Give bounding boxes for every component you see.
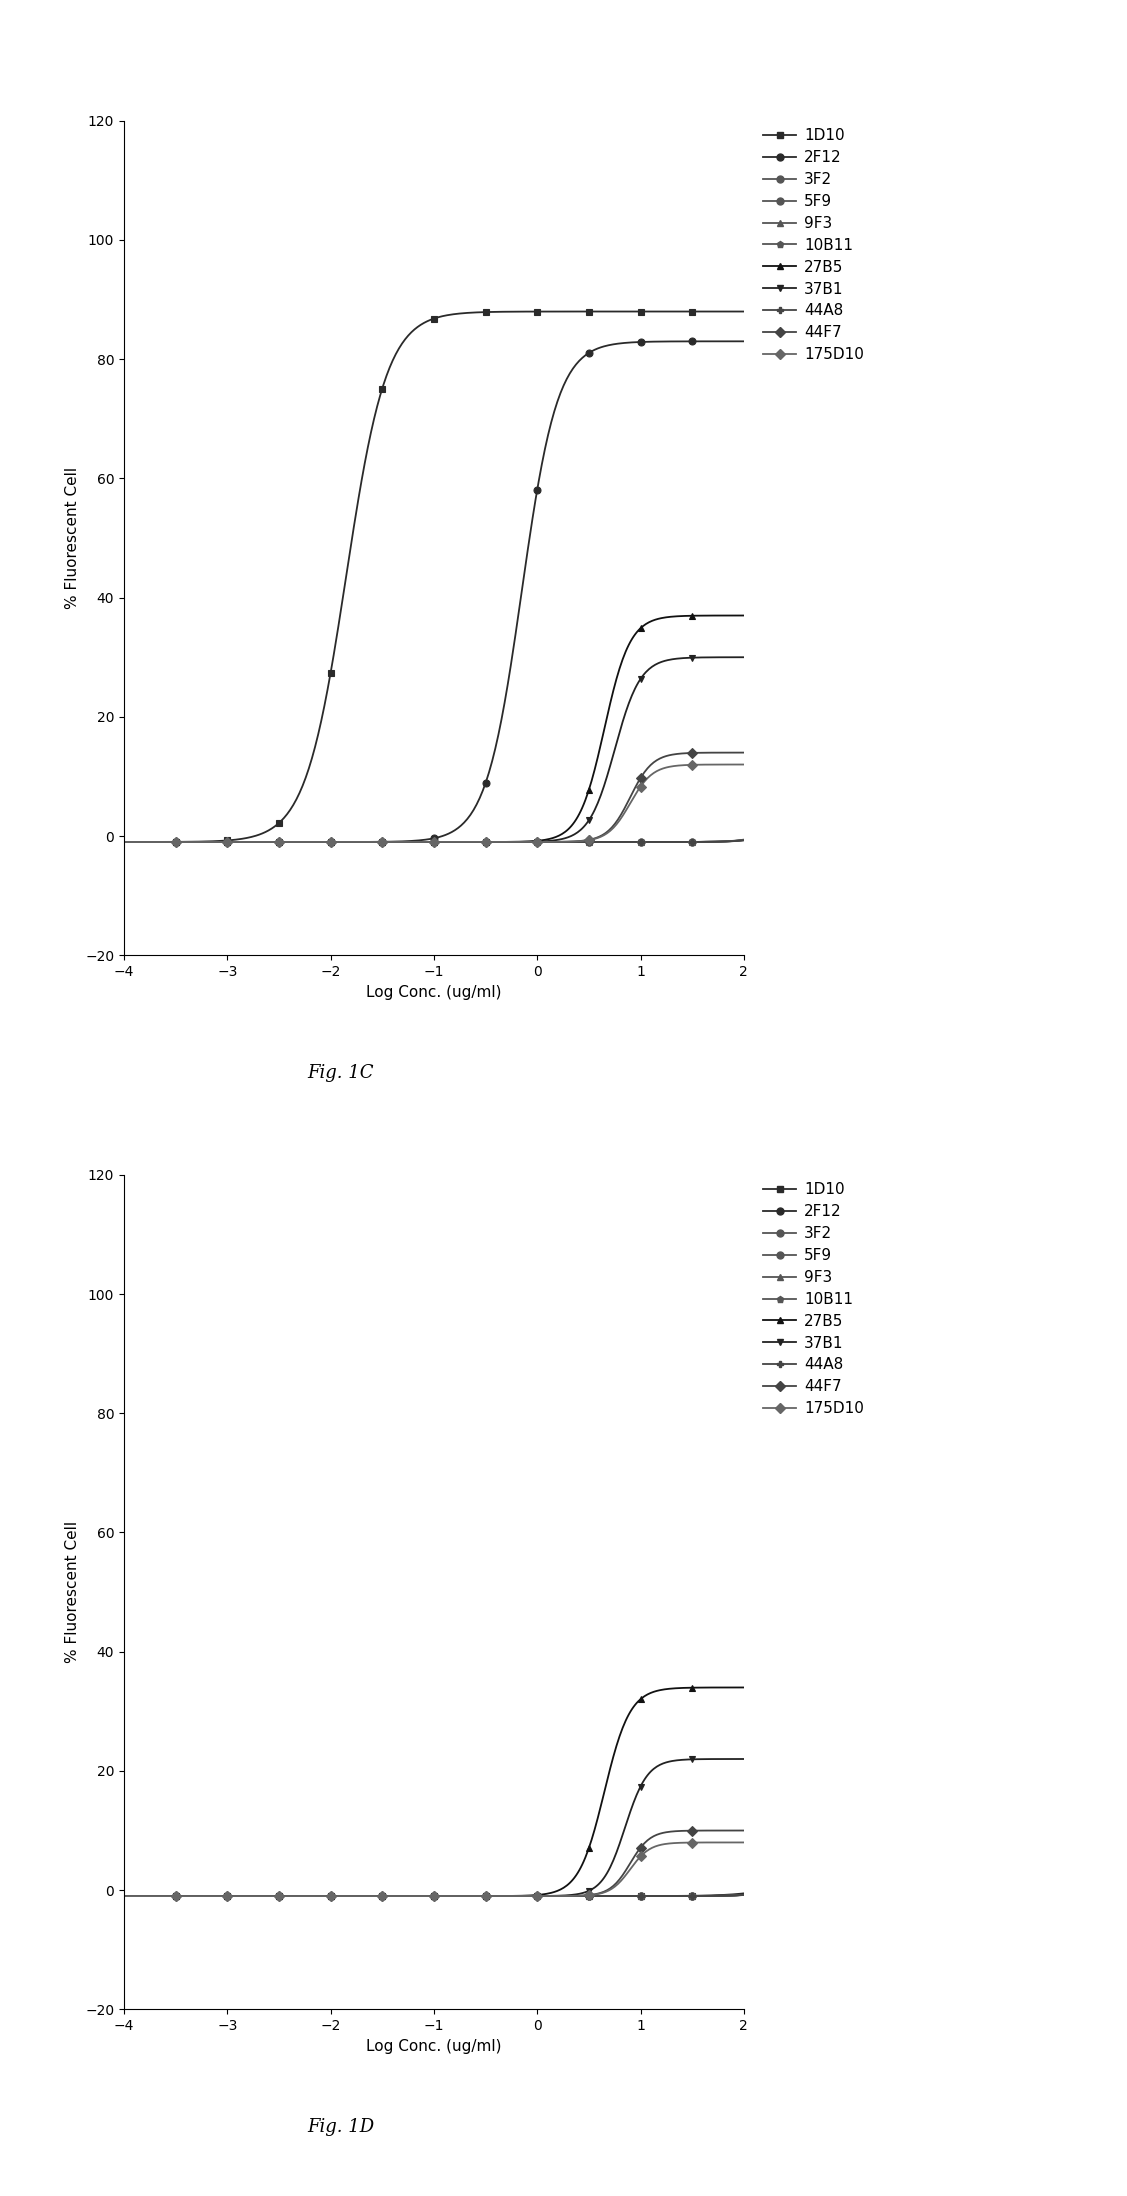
Y-axis label: % Fluorescent Cell: % Fluorescent Cell — [64, 468, 80, 608]
Legend: 1D10, 2F12, 3F2, 5F9, 9F3, 10B11, 27B5, 37B1, 44A8, 44F7, 175D10: 1D10, 2F12, 3F2, 5F9, 9F3, 10B11, 27B5, … — [763, 127, 864, 362]
Legend: 1D10, 2F12, 3F2, 5F9, 9F3, 10B11, 27B5, 37B1, 44A8, 44F7, 175D10: 1D10, 2F12, 3F2, 5F9, 9F3, 10B11, 27B5, … — [763, 1181, 864, 1416]
Text: Fig. 1D: Fig. 1D — [308, 2117, 374, 2137]
Text: Fig. 1C: Fig. 1C — [308, 1063, 374, 1083]
X-axis label: Log Conc. (ug/ml): Log Conc. (ug/ml) — [366, 2038, 502, 2053]
X-axis label: Log Conc. (ug/ml): Log Conc. (ug/ml) — [366, 984, 502, 999]
Y-axis label: % Fluorescent Cell: % Fluorescent Cell — [64, 1522, 80, 1662]
